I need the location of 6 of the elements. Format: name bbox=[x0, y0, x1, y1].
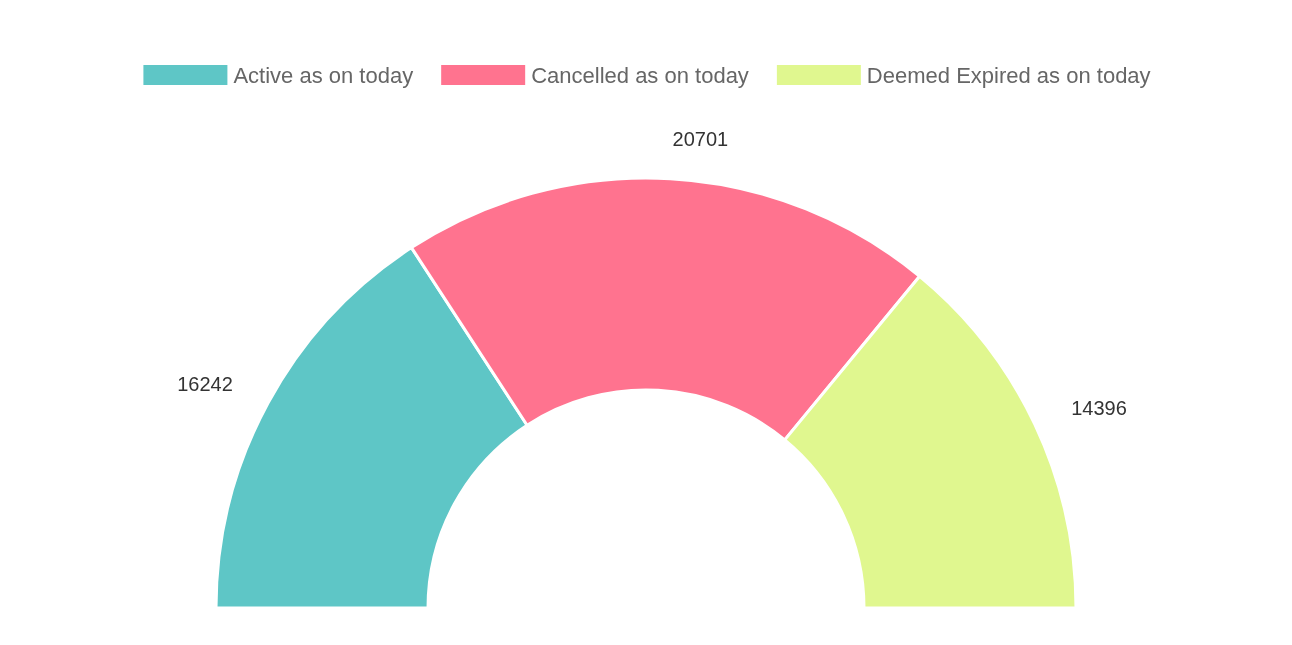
legend-label: Cancelled as on today bbox=[531, 62, 749, 88]
data-label: 16242 bbox=[177, 372, 233, 395]
legend-label: Deemed Expired as on today bbox=[866, 62, 1151, 88]
data-label: 14396 bbox=[1071, 396, 1127, 419]
legend-label: Active as on today bbox=[233, 62, 414, 88]
data-label: 20701 bbox=[672, 127, 729, 150]
